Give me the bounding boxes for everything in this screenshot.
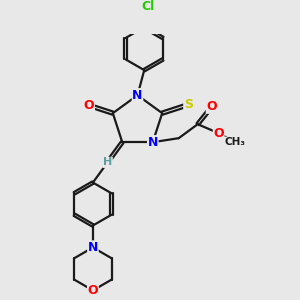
Text: O: O [84,99,94,112]
Text: S: S [184,98,193,111]
Text: H: H [103,158,112,167]
Text: Cl: Cl [142,0,155,13]
Text: O: O [213,127,224,140]
Text: N: N [148,136,158,149]
Text: CH₃: CH₃ [224,137,245,147]
Text: O: O [206,100,217,113]
Text: N: N [132,89,143,102]
Text: O: O [88,284,98,297]
Text: N: N [88,241,98,254]
